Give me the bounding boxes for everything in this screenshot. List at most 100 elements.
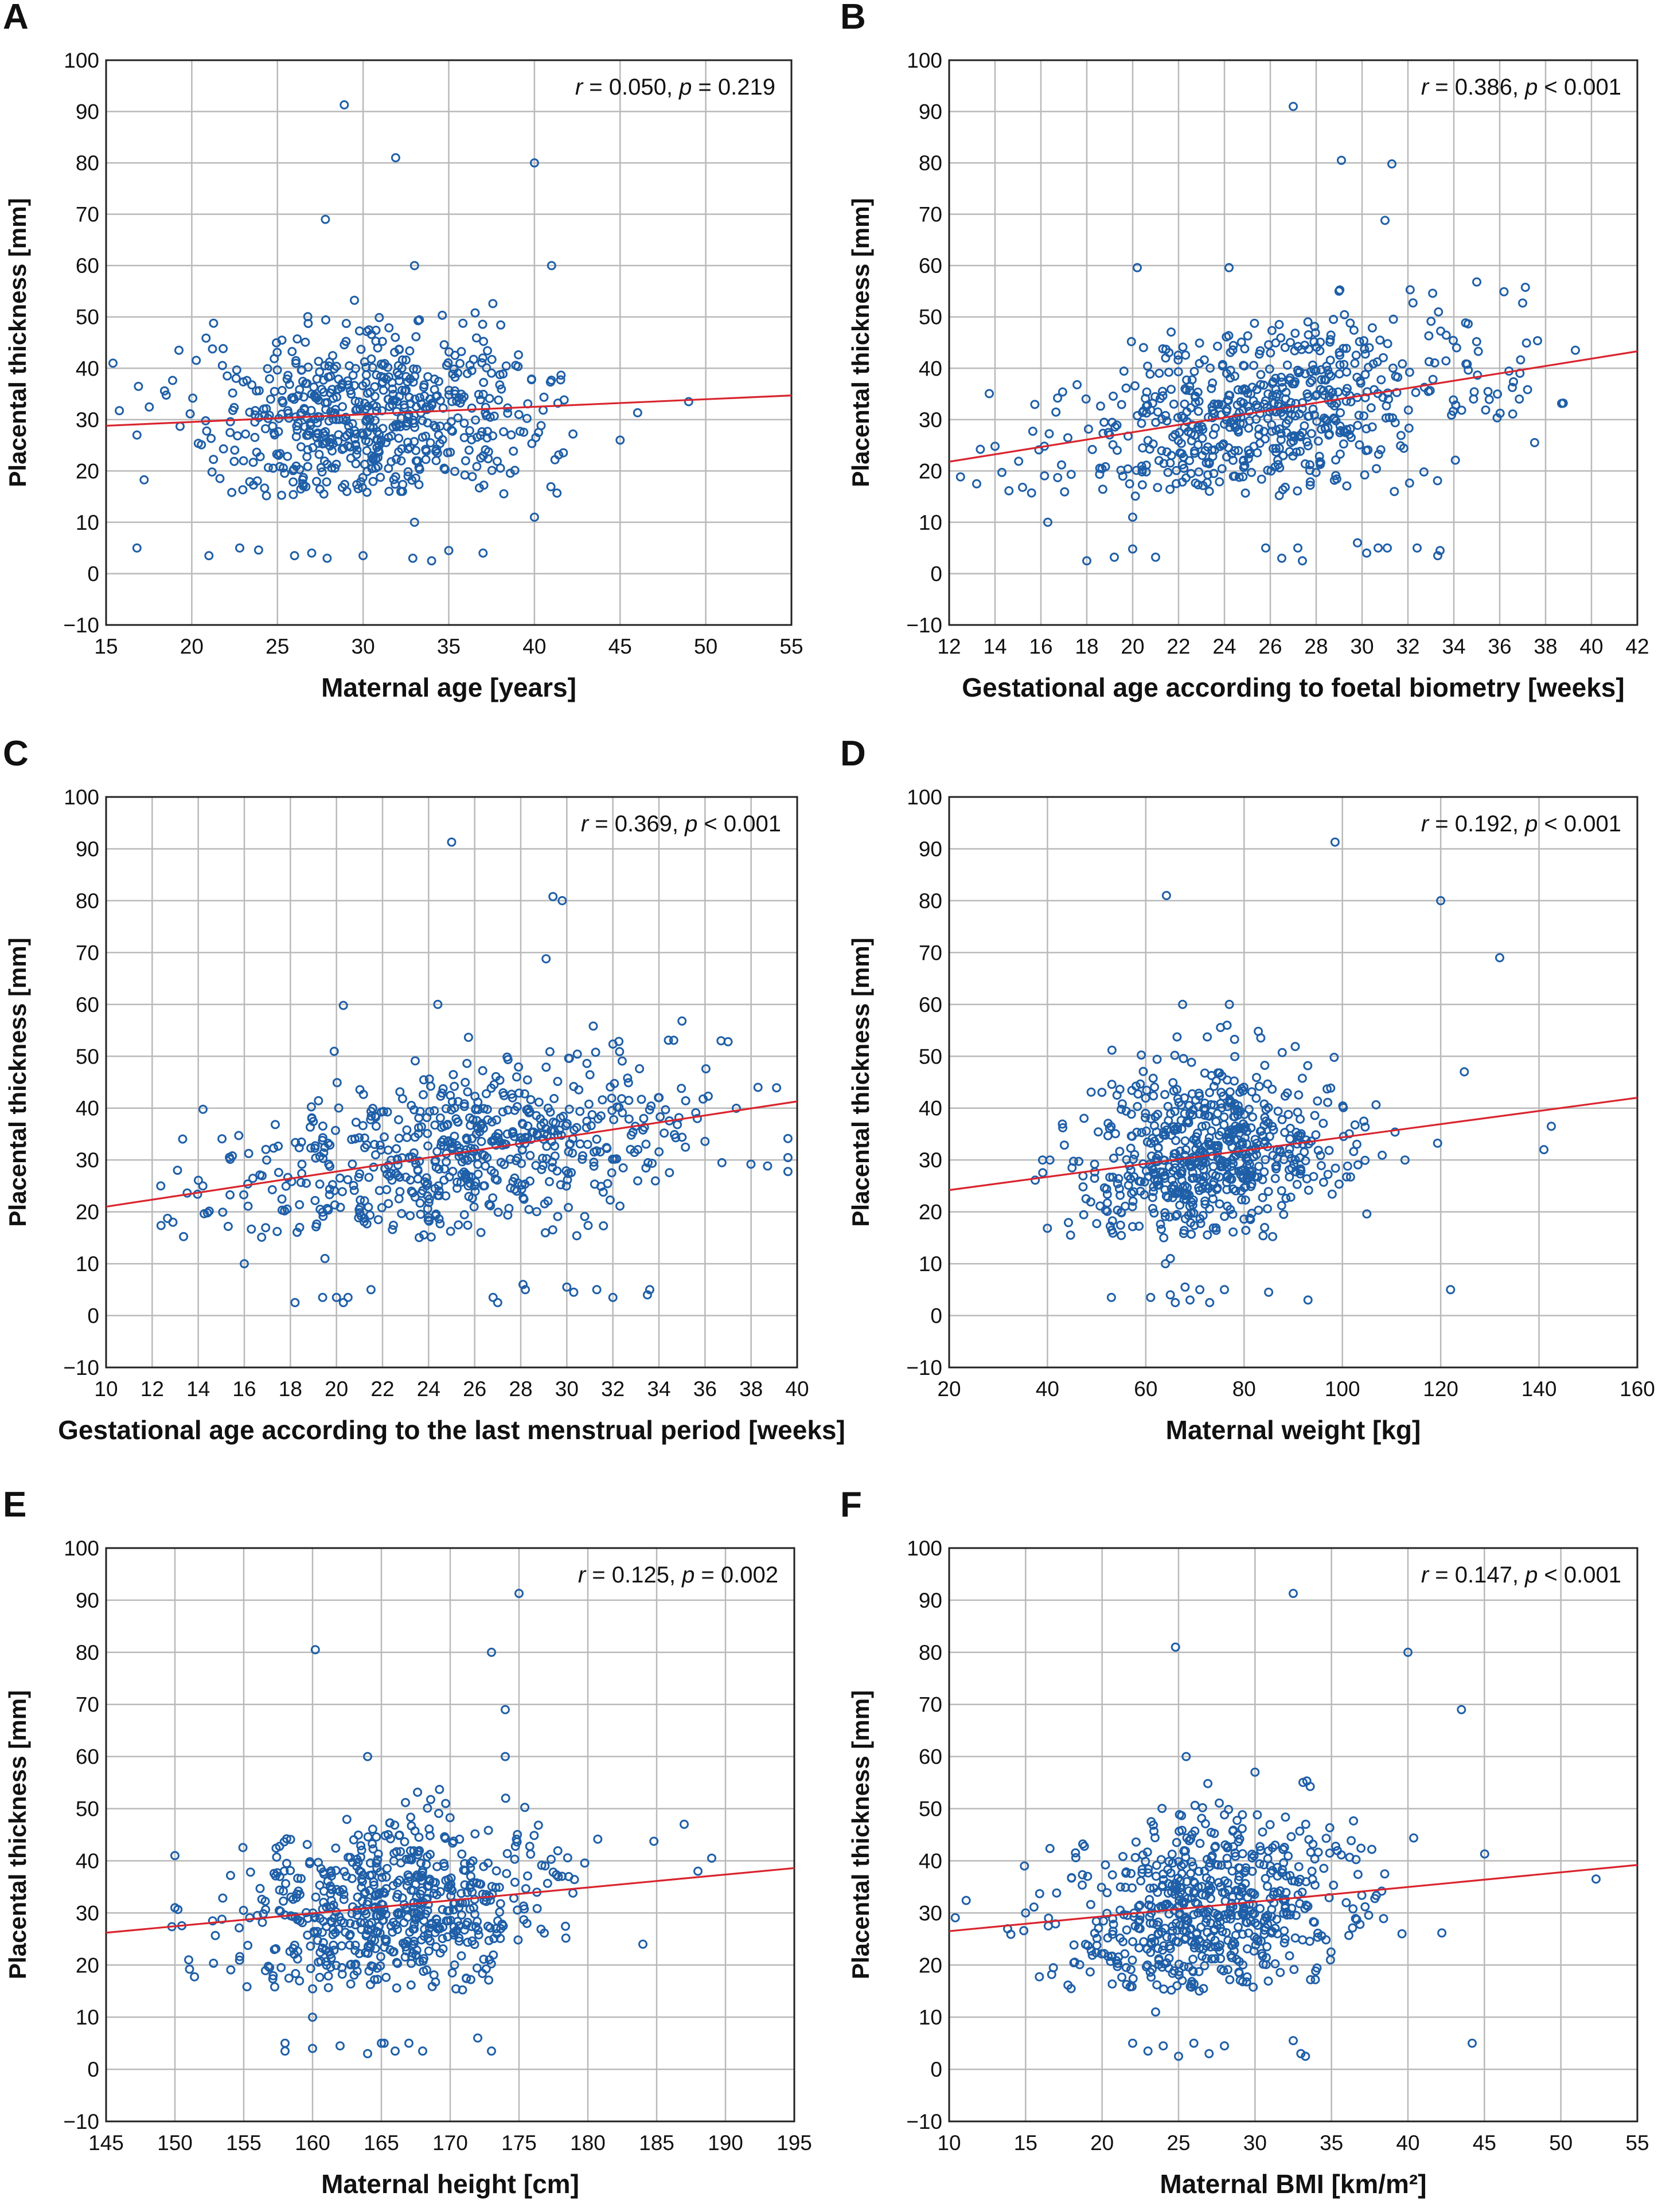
data-point — [485, 1923, 495, 1933]
annotation-p-label: p — [681, 1562, 695, 1588]
data-point — [390, 479, 400, 489]
data-point — [1163, 468, 1173, 477]
data-point — [322, 398, 332, 408]
data-point — [423, 1900, 433, 1909]
data-point — [1297, 1073, 1307, 1083]
data-point — [1115, 1220, 1125, 1230]
data-point — [514, 1589, 524, 1599]
data-point — [314, 1957, 323, 1967]
data-point — [325, 1140, 335, 1150]
data-point — [1164, 348, 1174, 357]
data-point — [277, 1205, 287, 1215]
data-point — [267, 1185, 277, 1194]
data-point — [1185, 386, 1195, 396]
data-point — [384, 1199, 393, 1209]
data-point — [337, 1969, 347, 1979]
data-point — [1293, 365, 1302, 375]
data-point — [593, 1834, 603, 1844]
data-point — [1229, 1152, 1239, 1162]
data-point — [297, 1159, 307, 1169]
data-point — [423, 1216, 433, 1225]
data-point — [326, 1866, 335, 1876]
data-point — [1314, 451, 1324, 461]
data-point — [318, 1938, 328, 1948]
data-point — [572, 1123, 582, 1132]
data-point — [1279, 1938, 1289, 1948]
data-point — [1178, 1926, 1188, 1935]
data-point — [598, 1095, 607, 1105]
data-point — [457, 347, 466, 357]
data-point — [1168, 1078, 1178, 1088]
data-point — [1180, 1136, 1190, 1146]
data-point — [193, 439, 203, 448]
data-point — [1114, 1174, 1123, 1183]
data-point — [1117, 1230, 1126, 1240]
y-tick-label: 90 — [76, 1589, 99, 1612]
data-point — [1098, 484, 1107, 494]
data-point — [396, 1847, 405, 1857]
data-point — [134, 381, 143, 391]
data-point — [1296, 432, 1305, 441]
data-point — [324, 416, 334, 426]
data-point — [373, 1215, 383, 1225]
data-point — [1227, 1125, 1236, 1135]
data-point — [284, 1973, 294, 1983]
data-point — [1262, 1913, 1272, 1923]
data-point — [1303, 392, 1313, 401]
data-point — [501, 1752, 510, 1761]
data-point — [431, 1942, 441, 1952]
data-point — [1137, 480, 1147, 490]
data-point — [1216, 1882, 1225, 1892]
data-point — [707, 1853, 716, 1863]
data-point — [1399, 443, 1409, 453]
scatter-points — [1031, 837, 1556, 1307]
data-point — [1303, 1295, 1313, 1305]
data-point — [309, 382, 319, 392]
data-point — [1185, 456, 1195, 466]
data-point — [563, 1175, 572, 1185]
data-point — [423, 1191, 432, 1201]
data-point — [1194, 1866, 1204, 1876]
data-point — [265, 374, 274, 384]
data-point — [1359, 1116, 1369, 1126]
x-tick-label: 34 — [1442, 635, 1465, 658]
data-point — [513, 1830, 522, 1839]
data-point — [286, 1866, 295, 1875]
data-point — [1207, 1070, 1216, 1080]
data-point — [1198, 1210, 1208, 1220]
data-point — [1227, 1174, 1236, 1184]
data-point — [261, 1223, 271, 1233]
data-point — [368, 1839, 377, 1848]
data-point — [1194, 1967, 1204, 1976]
data-point — [1331, 1842, 1340, 1851]
x-tick-label: 16 — [1029, 635, 1052, 658]
data-point — [379, 1887, 388, 1897]
data-point — [288, 1944, 298, 1953]
data-point — [1079, 1210, 1089, 1220]
data-point — [548, 892, 558, 901]
data-point — [772, 1083, 782, 1093]
y-tick-label: 30 — [76, 1148, 99, 1172]
data-point — [596, 1111, 606, 1121]
data-point — [253, 545, 263, 555]
data-point — [534, 1097, 544, 1107]
data-point — [1187, 1229, 1196, 1239]
data-point — [310, 1195, 320, 1205]
data-point — [1268, 1232, 1278, 1241]
data-point — [423, 1204, 432, 1214]
data-point — [279, 1866, 289, 1876]
data-point — [311, 1153, 321, 1163]
data-point — [370, 1111, 380, 1121]
data-point — [1267, 1843, 1277, 1853]
data-point — [283, 452, 292, 461]
data-point — [463, 1033, 473, 1042]
data-point — [1021, 1908, 1031, 1918]
x-tick-label: 170 — [432, 2131, 468, 2155]
data-point — [1520, 283, 1530, 292]
data-point — [251, 406, 260, 416]
data-point — [1201, 458, 1211, 468]
y-tick-label: 0 — [87, 562, 99, 585]
data-point — [1281, 419, 1291, 428]
data-point — [1306, 1975, 1316, 1984]
data-point — [1335, 350, 1345, 360]
